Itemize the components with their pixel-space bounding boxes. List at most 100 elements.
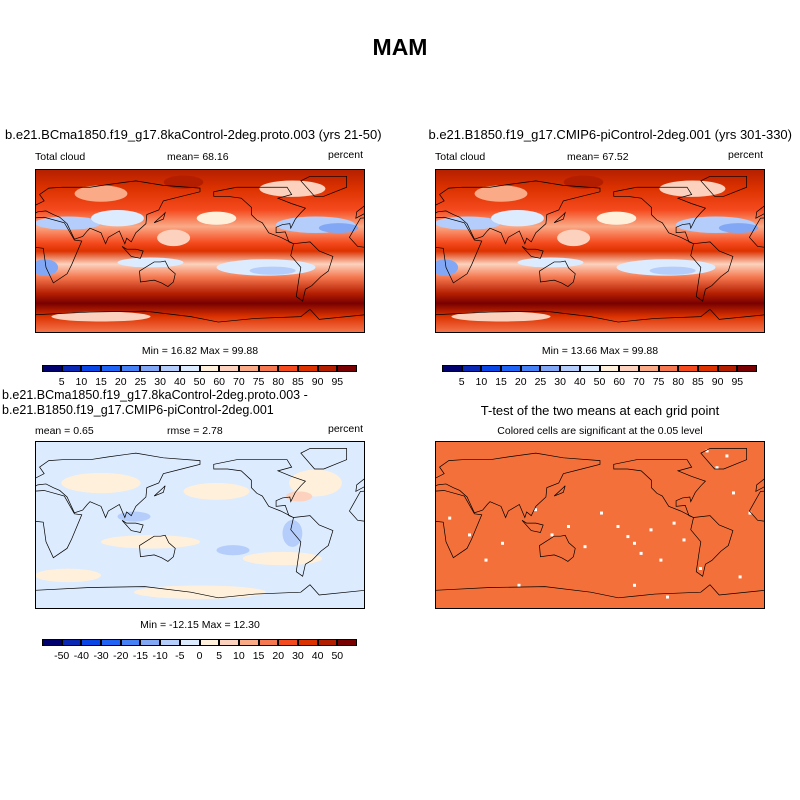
- panel-3-mean: mean = 0.65: [35, 425, 94, 437]
- panel-1-colorbar: 5 10 15 20 25 30 40 50 60 70 75 80 85 90 95: [42, 365, 357, 391]
- field-contour: [259, 180, 326, 197]
- colorbar-tick-label: 60: [213, 376, 226, 388]
- insignificant-cell: [501, 541, 504, 545]
- colorbar-swatch: [501, 365, 521, 372]
- colorbar-tick-label: 40: [311, 650, 324, 662]
- colorbar-swatch: [461, 365, 482, 372]
- colorbar-tick-label: 10: [475, 376, 488, 388]
- colorbar-tick-label: 20: [114, 376, 127, 388]
- panel-3-title: b.e21.BCma1850.f19_g17.8kaControl-2deg.p…: [2, 388, 308, 417]
- insignificant-cell: [550, 533, 554, 537]
- colorbar-swatch: [81, 639, 102, 646]
- insignificant-cell: [633, 583, 636, 587]
- colorbar-swatch: [278, 639, 298, 646]
- colorbar-tick-label: 80: [272, 376, 285, 388]
- colorbar-swatch: [297, 365, 318, 372]
- coastline: [700, 448, 748, 470]
- coastline: [300, 175, 348, 197]
- colorbar-tick-label: 70: [633, 376, 645, 388]
- colorbar-tick-label: 15: [252, 650, 265, 662]
- insignificant-cell: [517, 583, 521, 587]
- colorbar-swatch: [61, 639, 82, 646]
- field-contour: [196, 211, 237, 225]
- panel-4-map: [435, 441, 765, 609]
- colorbar-swatch: [81, 365, 102, 372]
- colorbar-swatch: [199, 639, 220, 646]
- insignificant-cell: [699, 567, 702, 570]
- coastline: [690, 515, 734, 577]
- field-contour: [318, 223, 359, 233]
- colorbar-swatch: [42, 639, 62, 646]
- colorbar-tick-label: 15: [95, 376, 107, 388]
- field-contour: [557, 229, 591, 247]
- coastline: [521, 520, 544, 533]
- colorbar-tick-label: 10: [233, 650, 245, 662]
- colorbar-swatch: [520, 365, 541, 372]
- field-contour: [242, 551, 323, 566]
- panel-2-units: percent: [728, 149, 764, 161]
- panel-2-title: b.e21.B1850.f19_g17.CMIP6-piControl-2deg…: [428, 127, 792, 142]
- field-contour: [285, 491, 313, 502]
- insignificant-cell: [633, 541, 636, 545]
- colorbar-tick-label: -15: [132, 650, 149, 662]
- colorbar-swatch: [101, 639, 121, 646]
- coastline: [139, 260, 176, 287]
- colorbar-tick-label: 75: [652, 376, 665, 388]
- insignificant-cell: [732, 491, 735, 495]
- colorbar-swatch: [278, 365, 298, 372]
- coastline: [290, 241, 334, 302]
- coastline: [521, 246, 544, 259]
- field-contour: [596, 211, 637, 225]
- colorbar-tick-label: 80: [672, 376, 685, 388]
- colorbar-swatch: [658, 365, 679, 372]
- colorbar-tick-label: 50: [593, 376, 606, 388]
- coastline: [300, 448, 348, 470]
- panel-2-mean: mean= 67.52: [567, 151, 629, 163]
- field-contour: [61, 472, 141, 494]
- field-contour: [35, 216, 101, 230]
- figure-title: MAM: [372, 34, 428, 60]
- colorbar-tick-label: 70: [233, 376, 245, 388]
- map-frame: [35, 169, 365, 333]
- insignificant-cell: [705, 449, 709, 453]
- field-contour: [51, 311, 151, 322]
- colorbar-tick-label: 25: [534, 376, 547, 388]
- field-contour: [117, 511, 151, 522]
- field-contour: [435, 216, 501, 230]
- coastline: [690, 241, 734, 302]
- colorbar-tick-label: -40: [73, 650, 89, 662]
- field-contour: [563, 175, 604, 189]
- field-contour: [117, 257, 184, 268]
- colorbar-tick-label: 5: [216, 650, 223, 662]
- colorbar-swatch: [337, 639, 357, 646]
- coastline: [613, 459, 707, 518]
- field-contour: [216, 545, 250, 556]
- insignificant-cell: [682, 538, 686, 542]
- colorbar-swatch: [619, 365, 639, 372]
- panel-2-map: [435, 169, 765, 333]
- colorbar-swatch: [717, 365, 738, 372]
- panel-1-variable-label: Total cloud: [35, 151, 86, 163]
- field-contour: [91, 210, 144, 227]
- colorbar-tick-label: 85: [692, 376, 704, 388]
- difference-field: [35, 441, 365, 609]
- colorbar-tick-label: 30: [554, 376, 566, 388]
- field-contour: [134, 585, 266, 599]
- coastline: [121, 246, 144, 259]
- insignificant-cell: [534, 508, 537, 512]
- coastline: [435, 216, 483, 284]
- colorbar-tick-label: 75: [252, 376, 265, 388]
- colorbar-tick-label: 95: [731, 376, 744, 388]
- colorbar-swatch: [219, 365, 239, 372]
- colorbar-swatch: [540, 365, 561, 372]
- colorbar-tick-label: -5: [175, 650, 185, 662]
- colorbar-swatch: [160, 365, 180, 372]
- colorbar-tick-label: 10: [75, 376, 88, 388]
- coastline: [35, 180, 201, 245]
- panel-2-variable-label: Total cloud: [435, 151, 486, 163]
- insignificant-cell: [649, 528, 653, 532]
- field-contour: [163, 175, 204, 189]
- colorbar-tick-label: 40: [173, 376, 186, 388]
- field-contour: [289, 469, 342, 497]
- colorbar-swatch: [219, 639, 239, 646]
